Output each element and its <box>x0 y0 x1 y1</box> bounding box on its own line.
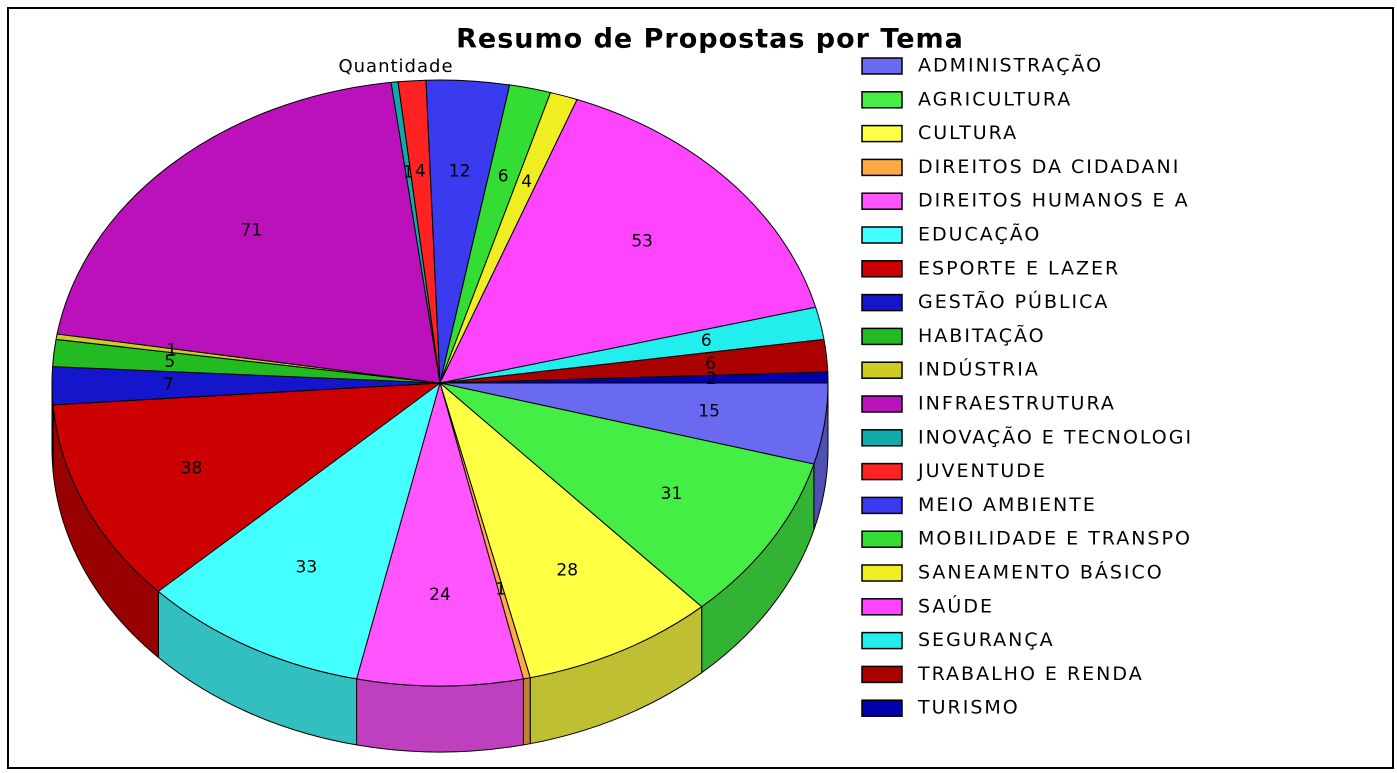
data-label: 7 <box>163 375 174 395</box>
legend-label: GESTÃO PÚBLICA <box>918 289 1109 313</box>
legend-label: EDUCAÇÃO <box>918 223 1041 246</box>
pie-slice <box>439 98 817 384</box>
pie-side <box>356 678 524 753</box>
data-label: 31 <box>661 484 683 504</box>
legend-swatch <box>861 429 903 447</box>
data-label: 53 <box>631 231 653 251</box>
legend-label: ADMINISTRAÇÃO <box>918 54 1103 77</box>
pie-slice <box>56 81 441 384</box>
legend-label: SEGURANÇA <box>918 629 1055 651</box>
legend-label: DIREITOS HUMANOS E A <box>918 190 1190 212</box>
data-label: 71 <box>241 220 263 240</box>
pie-slice <box>439 371 829 384</box>
pie-side <box>522 677 531 746</box>
data-label: 6 <box>705 354 716 374</box>
legend-label: JUVENTUDE <box>917 460 1047 482</box>
data-label: 28 <box>556 560 578 580</box>
legend-swatch <box>861 192 903 210</box>
data-label: 2 <box>706 369 717 389</box>
legend-label: INOVAÇÃO E TECNOLOGI <box>918 425 1193 448</box>
data-label: 15 <box>698 402 720 422</box>
legend-label: TRABALHO E RENDA <box>917 663 1144 685</box>
legend-swatch <box>861 598 903 616</box>
legend-swatch <box>861 91 903 109</box>
legend-label: MEIO AMBIENTE <box>918 494 1097 516</box>
data-label: 6 <box>498 167 509 187</box>
legend-label: CULTURA <box>918 122 1018 144</box>
data-label: 4 <box>521 172 532 192</box>
data-label: 1 <box>403 162 414 182</box>
legend-swatch <box>861 361 903 379</box>
pie-slice <box>439 381 703 679</box>
legend-swatch <box>861 327 903 346</box>
legend-swatch <box>861 124 903 143</box>
legend-swatch <box>861 496 903 515</box>
chart-subtitle: Quantidade <box>338 56 453 77</box>
legend-swatch <box>861 226 903 244</box>
data-label: 4 <box>415 161 426 181</box>
data-label: 1 <box>495 580 506 600</box>
legend-swatch <box>861 260 903 278</box>
legend-swatch <box>861 631 903 650</box>
data-label: 6 <box>701 331 712 351</box>
pie-slice <box>52 382 442 593</box>
legend-label: INDÚSTRIA <box>918 357 1040 381</box>
legend-label: TURISMO <box>917 697 1020 719</box>
legend-swatch <box>861 57 903 75</box>
legend-label: SAÚDE <box>918 593 994 617</box>
legend-label: ESPORTE E LAZER <box>918 257 1120 279</box>
pie-slice <box>355 381 525 687</box>
data-label: 33 <box>296 558 318 578</box>
chart-title: Resumo de Propostas por Tema <box>456 24 964 55</box>
data-label: 5 <box>164 352 175 372</box>
legend-label: DIREITOS DA CIDADANI <box>918 156 1180 178</box>
legend-swatch <box>861 665 903 684</box>
legend-label: INFRAESTRUTURA <box>918 393 1116 415</box>
legend-swatch <box>861 530 903 548</box>
legend-label: HABITAÇÃO <box>918 324 1046 347</box>
pie-slice <box>439 382 815 608</box>
legend-swatch <box>861 158 903 177</box>
legend-swatch <box>861 395 903 413</box>
data-label: 12 <box>449 161 471 181</box>
data-label: 24 <box>429 585 451 605</box>
legend-swatch <box>861 564 903 582</box>
legend-label: SANEAMENTO BÁSICO <box>918 561 1164 584</box>
legend-swatch <box>861 462 903 481</box>
legend-label: AGRICULTURA <box>918 88 1072 110</box>
legend-swatch <box>861 699 903 717</box>
legend-swatch <box>861 293 903 312</box>
data-label: 1 <box>166 341 177 361</box>
pie-slice <box>157 381 441 680</box>
legend-label: MOBILIDADE E TRANSPO <box>918 528 1192 550</box>
data-label: 38 <box>181 459 203 479</box>
